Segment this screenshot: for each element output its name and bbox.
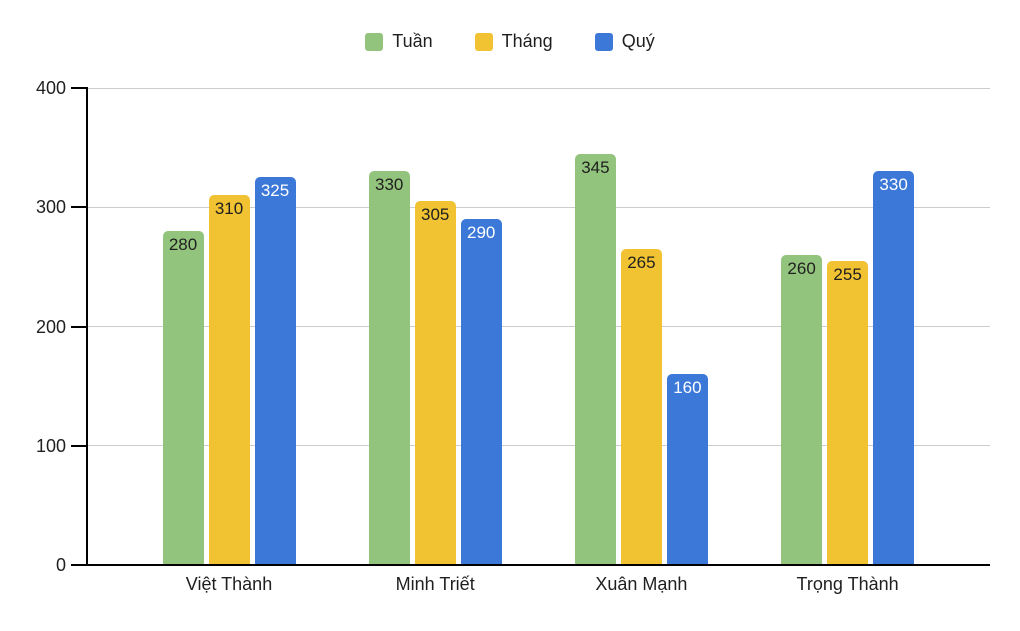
legend-item-label: Tuần	[392, 31, 433, 51]
y-axis-tick-label: 0	[55, 555, 66, 575]
bar-value-label: 330	[375, 175, 404, 194]
bar-group-3: 260 255 330	[781, 171, 915, 565]
y-axis-tick-300	[71, 206, 87, 209]
bar-value-label: 345	[581, 158, 610, 177]
chart-legend: Tuần Tháng Quý	[0, 31, 1020, 52]
legend-item-0: Tuần	[365, 31, 433, 52]
x-axis-label-0: Việt Thành	[185, 574, 273, 594]
x-axis-label-2: Xuân Mạnh	[595, 574, 688, 594]
bar-Tháng-2: 265	[620, 249, 662, 565]
bar-value-label: 325	[260, 181, 290, 200]
bar-value-label: 255	[833, 265, 862, 284]
bar-Tuần-3: 260	[781, 255, 823, 565]
legend-item-label: Tháng	[501, 31, 553, 51]
bar-Quý-0: 325	[254, 177, 296, 565]
bar-value-label: 310	[214, 199, 244, 218]
legend-swatch-icon	[474, 32, 493, 51]
y-axis-tick-label: 400	[35, 78, 66, 98]
bar-group-2: 345 265 160	[574, 154, 708, 565]
bar-Quý-2: 160	[666, 374, 708, 565]
x-axis-baseline	[87, 564, 990, 566]
legend-item-1: Tháng	[474, 31, 553, 52]
x-axis-label-3: Trọng Thành	[796, 574, 899, 594]
legend-item-label: Quý	[621, 31, 655, 51]
legend-swatch-icon	[365, 32, 384, 51]
gridline-400	[87, 87, 990, 89]
y-axis-tick-label: 200	[35, 316, 66, 337]
bar-Quý-3: 330	[873, 171, 915, 565]
y-axis-tick-400	[71, 87, 87, 89]
plot-area: 280 310 325 330 305 290 345 265 160 260 255 330	[87, 87, 990, 565]
bar-group-1: 330 305 290	[368, 171, 502, 565]
y-axis-tick-100	[71, 444, 87, 447]
bar-group-0: 280 310 325	[162, 177, 296, 565]
gridline-300	[87, 206, 990, 208]
bar-Tuần-2: 345	[574, 154, 616, 565]
bar-value-label: 160	[673, 378, 702, 397]
y-axis-tick-200	[71, 325, 87, 328]
bar-value-label: 280	[168, 235, 198, 254]
y-axis-tick-label: 100	[35, 435, 66, 456]
bar-value-label: 305	[421, 205, 450, 224]
bar-Tuần-1: 330	[368, 171, 410, 565]
bar-Tháng-3: 255	[827, 261, 869, 565]
bar-value-label: 290	[467, 223, 496, 242]
y-axis-tick-label: 300	[35, 197, 66, 218]
legend-swatch-icon	[594, 32, 613, 51]
bar-Tháng-1: 305	[414, 201, 456, 565]
x-axis-label-1: Minh Triết	[395, 574, 475, 594]
gridline-200	[87, 326, 990, 327]
bar-Tháng-0: 310	[208, 195, 250, 565]
bar-value-label: 260	[787, 259, 816, 278]
bar-value-label: 330	[879, 175, 908, 194]
bar-Tuần-0: 280	[162, 231, 204, 565]
y-axis-line	[86, 87, 88, 566]
gridline-100	[87, 445, 990, 447]
y-axis-tick-0	[71, 564, 87, 566]
bar-Quý-1: 290	[460, 219, 502, 565]
bar-value-label: 265	[627, 253, 656, 272]
legend-item-2: Quý	[594, 31, 655, 52]
